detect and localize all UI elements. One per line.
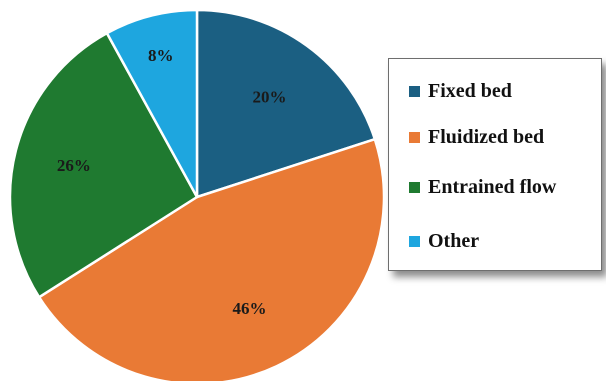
legend-swatch-entrained-flow <box>409 181 420 193</box>
pie-slices <box>8 8 386 381</box>
data-label-fluidized-bed: 46% <box>233 299 267 318</box>
data-label-fixed-bed: 20% <box>253 88 287 107</box>
legend-item-other: Other <box>409 228 479 254</box>
pie-slice-fluidized-bed <box>37 137 386 381</box>
legend-swatch-fixed-bed <box>409 85 420 97</box>
data-label-other: 8% <box>148 46 174 65</box>
pie-slice-other <box>105 8 199 199</box>
legend-item-fixed-bed: Fixed bed <box>409 78 512 104</box>
legend: Fixed bed Fluidized bed Entrained flow O… <box>388 58 602 271</box>
pie-slice-fixed-bed <box>195 8 377 199</box>
legend-label-entrained-flow: Entrained flow <box>428 175 557 198</box>
legend-label-fluidized-bed: Fluidized bed <box>428 125 545 148</box>
data-label-entrained-flow: 26% <box>57 156 91 175</box>
pie-labels: 20% 46% 26% 8% <box>57 46 287 318</box>
legend-item-entrained-flow: Entrained flow <box>409 174 556 200</box>
legend-swatch-fluidized-bed <box>409 131 420 143</box>
legend-label-other: Other <box>428 229 480 252</box>
legend-label-fixed-bed: Fixed bed <box>428 79 512 102</box>
legend-swatch-other <box>409 235 420 247</box>
legend-item-fluidized-bed: Fluidized bed <box>409 124 544 150</box>
pie-slice-entrained-flow <box>8 31 199 299</box>
